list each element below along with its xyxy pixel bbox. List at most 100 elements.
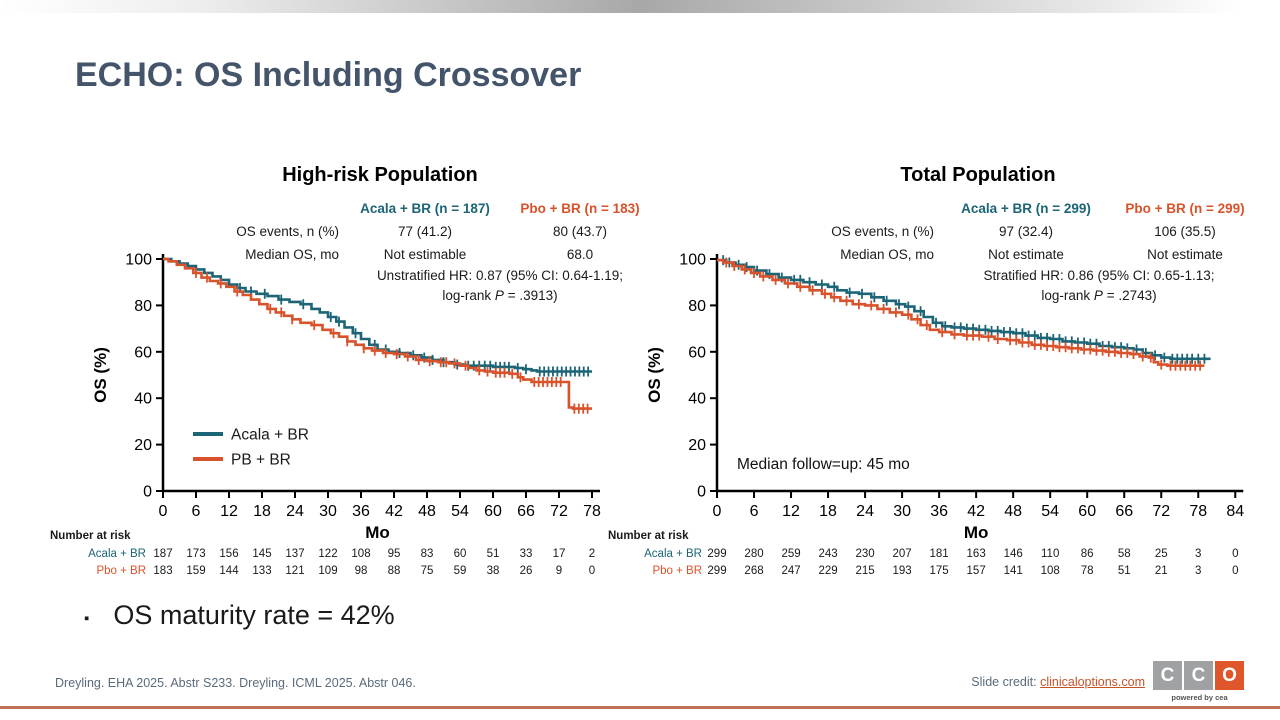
y-tick-label: 0: [697, 484, 706, 501]
y-tick-label: 100: [125, 252, 152, 269]
bottom-accent-line: [0, 706, 1280, 709]
number-at-risk-value: 157: [966, 565, 986, 577]
bullet-item: ▪ OS maturity rate = 42%: [84, 600, 395, 631]
number-at-risk-value: 181: [929, 548, 949, 560]
x-tick-label: 42: [385, 503, 403, 520]
number-at-risk-row-label: Pbo + BR: [652, 565, 702, 577]
stats-value: Not estimate: [988, 247, 1064, 262]
y-tick-label: 80: [134, 298, 152, 315]
cco-logo-tiles: C C O: [1153, 661, 1246, 690]
stats-row-label: OS events, n (%): [236, 224, 339, 239]
number-at-risk-value: 51: [486, 548, 500, 560]
number-at-risk-value: 86: [1080, 548, 1094, 560]
median-followup-note: Median follow=up: 45 mo: [737, 456, 910, 473]
number-at-risk-value: 243: [818, 548, 838, 560]
number-at-risk-heading: Number at risk: [50, 530, 131, 542]
slide-credit-label: Slide credit:: [971, 675, 1041, 689]
number-at-risk-value: 9: [555, 565, 563, 577]
number-at-risk-value: 0: [1232, 565, 1239, 577]
number-at-risk-value: 280: [744, 548, 764, 560]
slide-title: ECHO: OS Including Crossover: [75, 56, 582, 94]
km-curve-acala-br: [717, 258, 1211, 361]
y-tick-label: 20: [688, 437, 706, 454]
stats-value: 77 (41.2): [397, 224, 453, 239]
y-axis-label: OS (%): [645, 347, 664, 403]
x-tick-label: 84: [1226, 503, 1244, 520]
x-tick-label: 60: [484, 503, 502, 520]
x-axis-label: Mo: [365, 523, 390, 542]
stats-value: Not estimable: [383, 247, 467, 262]
number-at-risk-value: 38: [486, 565, 500, 577]
x-tick-label: 6: [192, 503, 201, 520]
x-tick-label: 30: [893, 503, 911, 520]
x-tick-label: 18: [253, 503, 271, 520]
number-at-risk-heading: Number at risk: [608, 530, 689, 542]
y-tick-label: 0: [143, 484, 152, 501]
number-at-risk-value: 25: [1154, 548, 1168, 560]
y-tick-label: 60: [134, 344, 152, 361]
number-at-risk-value: 21: [1154, 565, 1168, 577]
number-at-risk-value: 299: [707, 565, 727, 577]
number-at-risk-value: 2: [588, 548, 596, 560]
logo-tile-c2: C: [1184, 661, 1213, 690]
number-at-risk-value: 183: [153, 565, 173, 577]
number-at-risk-value: 75: [420, 565, 434, 577]
number-at-risk-value: 146: [1003, 548, 1023, 560]
number-at-risk-value: 145: [252, 548, 272, 560]
stats-row-label: OS events, n (%): [831, 224, 934, 239]
logo-tile-c1: C: [1153, 661, 1182, 690]
x-tick-label: 72: [550, 503, 568, 520]
y-tick-label: 40: [688, 391, 706, 408]
stats-value: 97 (32.4): [998, 224, 1054, 239]
stats-table: Acala + BR (n = 299) Pbo + BR (n = 299) OS…: [788, 197, 1258, 306]
bullet-text: OS maturity rate = 42%: [113, 600, 395, 630]
number-at-risk-value: 299: [707, 548, 727, 560]
number-at-risk-value: 98: [354, 565, 368, 577]
number-at-risk-value: 144: [219, 565, 239, 577]
slide-credit-link[interactable]: clinicaloptions.com: [1040, 675, 1145, 689]
stats-column-header: Pbo + BR (n = 299): [1125, 201, 1245, 216]
hr-text-line1: Unstratified HR: 0.87 (95% CI: 0.64-1.19…: [376, 268, 624, 283]
number-at-risk-row-label: Acala + BR: [88, 548, 146, 560]
number-at-risk-value: 141: [1003, 565, 1023, 577]
number-at-risk-value: 33: [519, 548, 533, 560]
cco-logo[interactable]: C C O powered by cea: [1153, 661, 1246, 702]
legend-label: Acala + BR: [231, 427, 309, 444]
logo-tagline: powered by cea: [1171, 693, 1228, 702]
number-at-risk-value: 3: [1195, 565, 1202, 577]
x-tick-label: 6: [750, 503, 759, 520]
stats-row-label: Median OS, mo: [840, 247, 934, 262]
x-tick-label: 30: [319, 503, 337, 520]
number-at-risk-value: 175: [929, 565, 949, 577]
stats-value: 68.0: [566, 247, 594, 262]
x-tick-label: 24: [856, 503, 874, 520]
number-at-risk-value: 109: [318, 565, 338, 577]
km-plot: 0 20 40 60 80 100 0 6 12 18 24 30 36 42 48 54 60 66 72 78 84…: [645, 252, 1244, 543]
x-tick-label: 54: [1041, 503, 1059, 520]
number-at-risk-value: 26: [519, 565, 533, 577]
number-at-risk-value: 122: [318, 548, 338, 560]
number-at-risk-value: 95: [387, 548, 401, 560]
number-at-risk-row-label: Pbo + BR: [96, 565, 146, 577]
logo-tile-o: O: [1215, 661, 1244, 690]
km-plot: 0 20 40 60 80 100 0 6 12 18 24 30 36 42 48 54 60 66 72 78 Mo…: [91, 252, 601, 543]
stats-value: Not estimate: [1147, 247, 1223, 262]
x-tick-label: 36: [352, 503, 370, 520]
number-at-risk-value: 173: [186, 548, 206, 560]
number-at-risk-value: 156: [219, 548, 239, 560]
x-tick-label: 0: [713, 503, 722, 520]
y-tick-label: 100: [679, 252, 706, 269]
number-at-risk-value: 3: [1195, 548, 1202, 560]
number-at-risk-value: 230: [855, 548, 875, 560]
stats-column-header: Pbo + BR (n = 183): [520, 201, 640, 216]
stats-value: 106 (35.5): [1154, 224, 1216, 239]
number-at-risk-value: 133: [252, 565, 272, 577]
stats-row-label: Median OS, mo: [245, 247, 339, 262]
top-gradient-bar: [0, 0, 1280, 13]
x-tick-label: 60: [1078, 503, 1096, 520]
number-at-risk-value: 83: [420, 548, 434, 560]
number-at-risk-row-label: Acala + BR: [644, 548, 702, 560]
hr-text-line2: log-rank P = .3913): [442, 288, 558, 303]
